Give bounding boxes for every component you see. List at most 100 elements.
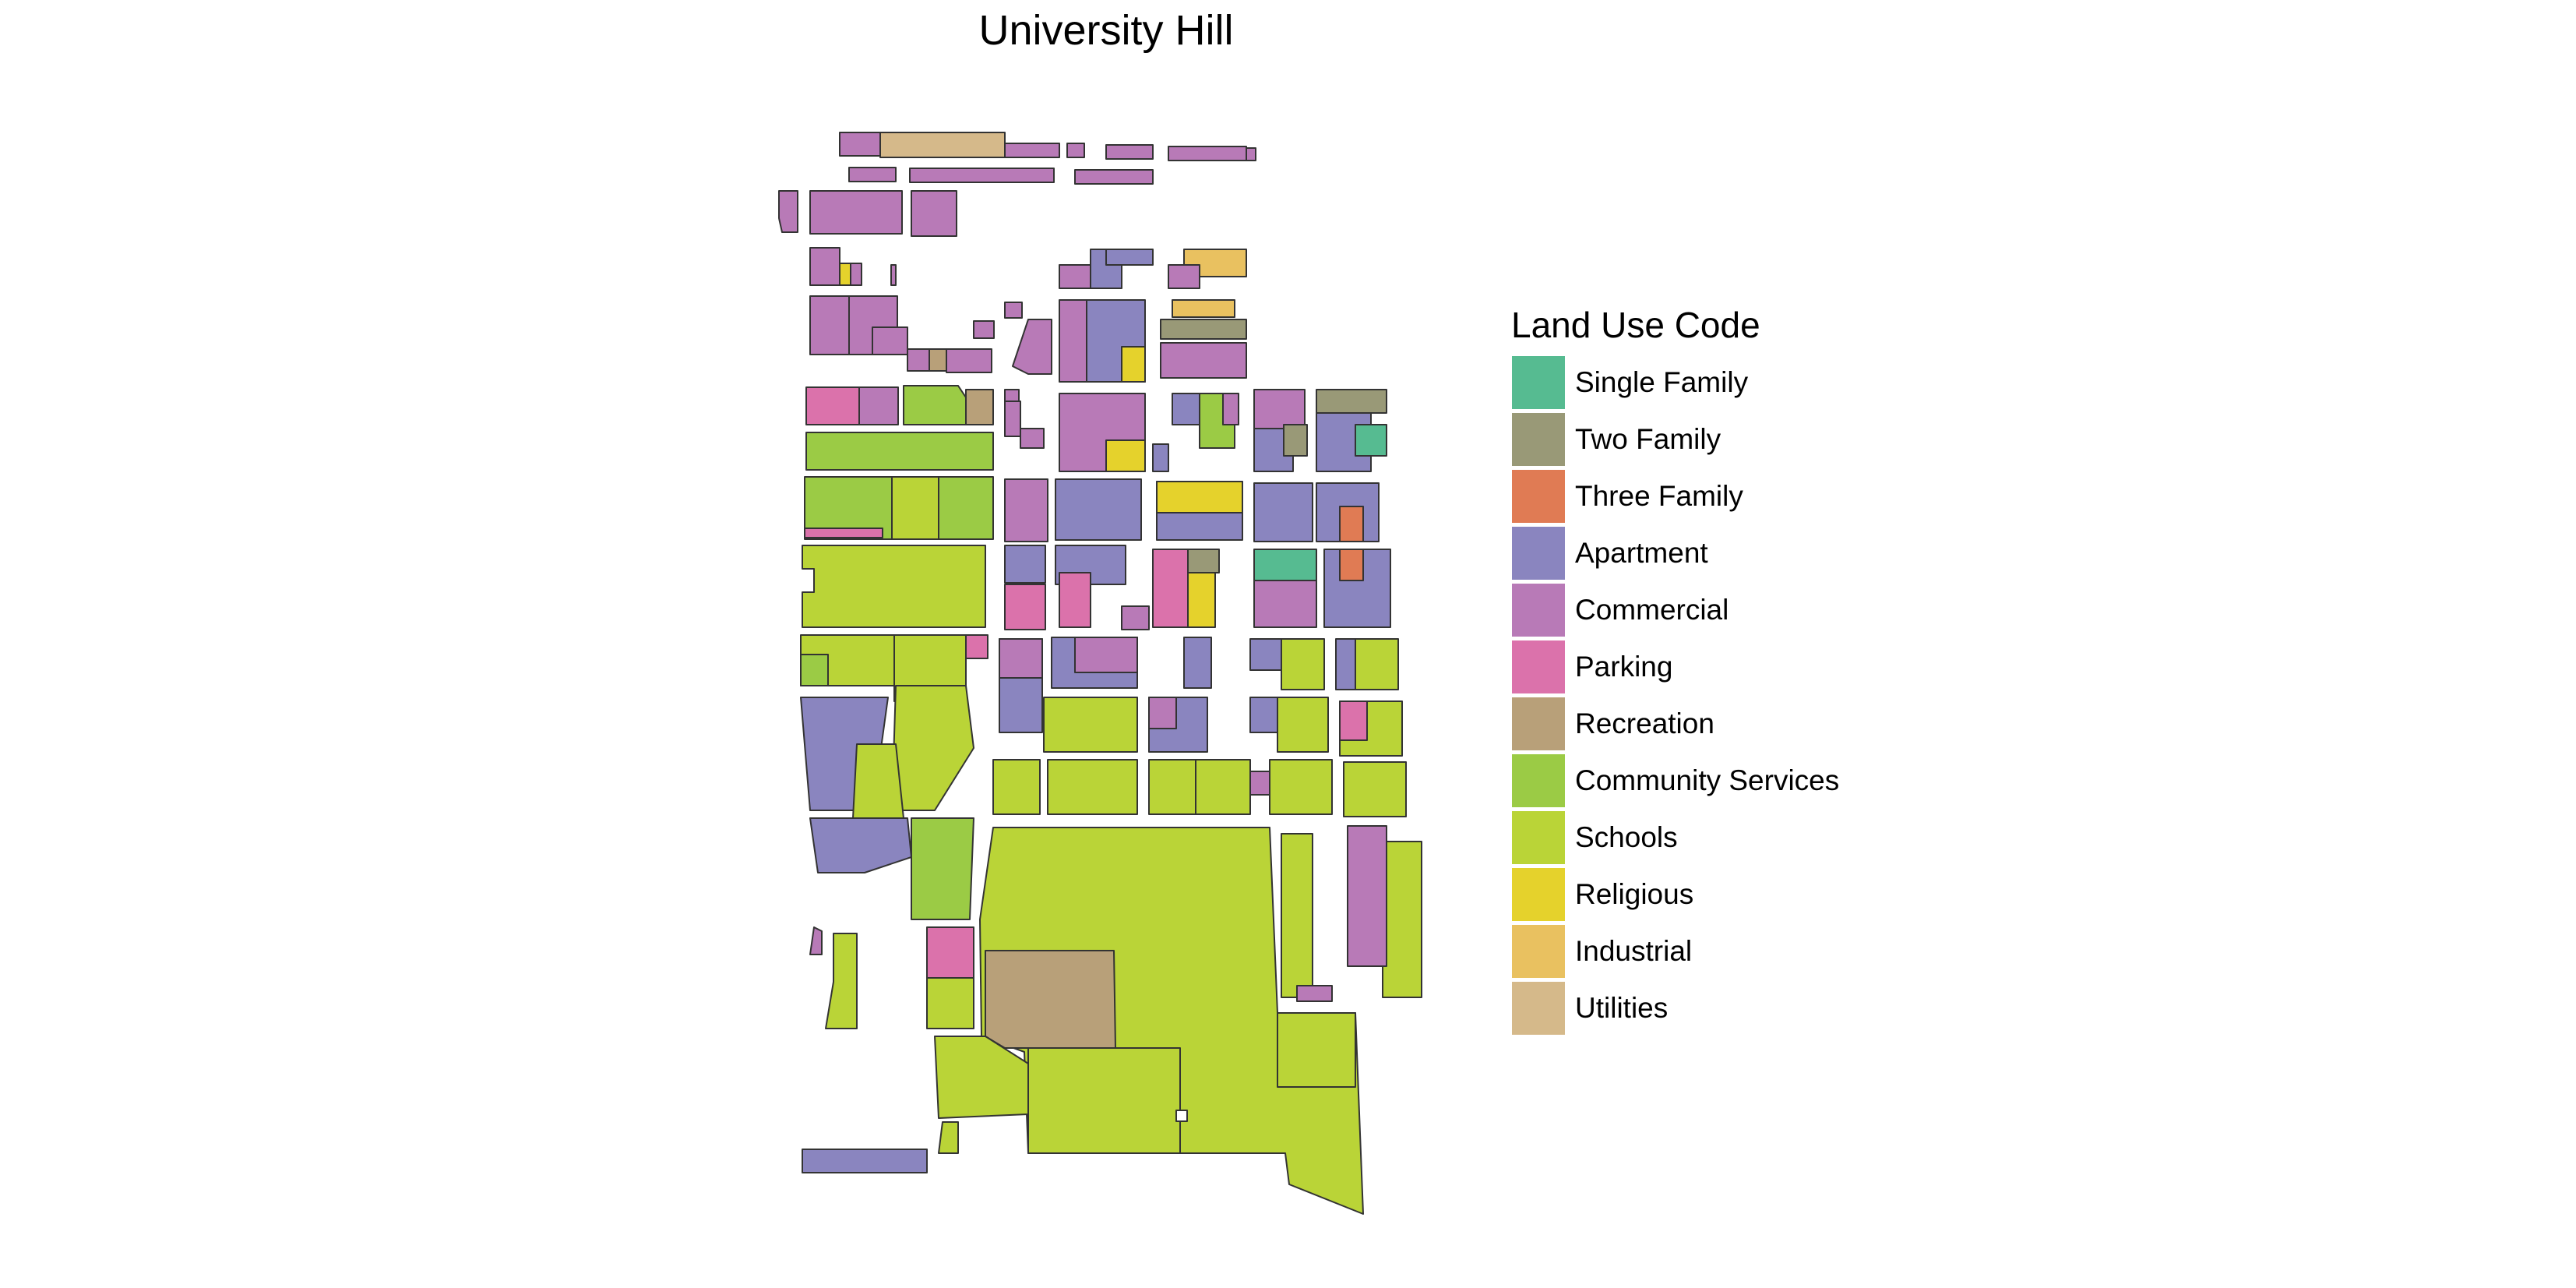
- parcel-schools: [1277, 1012, 1356, 1088]
- parcel-schools: [852, 743, 904, 819]
- parcel-schools: [1195, 759, 1251, 815]
- parcel-apartment: [802, 1149, 928, 1173]
- legend-label-utilities: Utilities: [1575, 991, 1669, 1024]
- legend-item-parking: Parking: [1511, 638, 1839, 695]
- parcel-single-family: [1175, 1110, 1188, 1122]
- legend: Land Use Code Single Family Two Family Thr…: [1511, 304, 1839, 1036]
- parcel-parking: [1339, 700, 1368, 741]
- parcel-schools: [1047, 759, 1138, 815]
- legend-items: Single Family Two Family Three Family Apart…: [1511, 354, 1839, 1036]
- parcel-commercial: [1168, 264, 1200, 289]
- parcel-commercial: [872, 326, 908, 355]
- parcel-commercial: [1222, 393, 1239, 425]
- parcel-commercial: [1012, 319, 1052, 375]
- parcel-commercial: [1066, 143, 1085, 158]
- parcel-commercial: [1020, 428, 1045, 449]
- parcel-commercial: [809, 295, 850, 355]
- parcel-apartment: [1249, 697, 1278, 733]
- legend-swatch-apartment: [1511, 525, 1566, 580]
- parcel-two-family: [1187, 549, 1220, 573]
- parcel-parking: [805, 386, 860, 425]
- parcel-commercial: [1296, 985, 1333, 1002]
- legend-item-religious: Religious: [1511, 866, 1839, 923]
- parcel-parking: [1059, 572, 1091, 628]
- legend-label-single-family: Single Family: [1575, 365, 1749, 398]
- parcel-parking: [804, 528, 883, 538]
- legend-title: Land Use Code: [1511, 305, 1760, 345]
- parcel-community-services: [805, 432, 994, 471]
- parcel-religious: [839, 263, 851, 286]
- parcel-schools: [1281, 638, 1325, 690]
- parcel-community-services: [938, 476, 994, 540]
- parcel-commercial: [850, 263, 862, 286]
- parcel-schools: [825, 933, 858, 1029]
- parcel-commercial: [1059, 264, 1091, 289]
- parcel-commercial: [858, 386, 899, 425]
- parcel-parking: [926, 926, 974, 979]
- parcel-commercial: [848, 167, 897, 182]
- legend-swatch-community-services: [1511, 753, 1566, 808]
- parcel-two-family: [1283, 424, 1308, 457]
- parcel-schools: [992, 759, 1041, 815]
- parcel-apartment: [809, 817, 912, 873]
- legend-item-community-services: Community Services: [1511, 752, 1839, 809]
- legend-label-community-services: Community Services: [1575, 764, 1840, 796]
- parcel-schools: [802, 545, 986, 628]
- parcel-community-services: [800, 654, 829, 686]
- parcel-religious: [1105, 439, 1146, 472]
- parcel-commercial: [839, 132, 881, 157]
- legend-label-recreation: Recreation: [1575, 707, 1714, 739]
- map-title: University Hill: [978, 7, 1234, 54]
- parcel-religious: [1121, 346, 1146, 383]
- parcel-community-services: [903, 385, 967, 425]
- parcel-apartment: [1183, 637, 1212, 689]
- parcel-parking: [965, 634, 988, 659]
- parcel-commercial: [1160, 342, 1247, 379]
- parcel-schools: [1027, 1047, 1181, 1154]
- legend-swatch-utilities: [1511, 980, 1566, 1036]
- parcel-commercial: [1074, 637, 1138, 673]
- legend-swatch-three-family: [1511, 468, 1566, 524]
- parcel-commercial: [973, 320, 995, 339]
- parcel-three-family: [1339, 549, 1364, 581]
- parcel-commercial: [778, 190, 798, 233]
- parcel-commercial: [1168, 146, 1247, 161]
- parcel-commercial: [907, 348, 930, 372]
- parcel-commercial: [809, 190, 903, 235]
- legend-swatch-parking: [1511, 639, 1566, 694]
- parcel-religious: [1156, 481, 1243, 513]
- parcel-apartment: [1105, 249, 1154, 266]
- legend-swatch-single-family: [1511, 355, 1566, 410]
- legend-label-three-family: Three Family: [1575, 479, 1743, 512]
- parcel-commercial: [1347, 825, 1387, 967]
- parcel-parking: [1152, 549, 1189, 628]
- parcel-schools: [938, 1121, 959, 1154]
- parcel-community-services: [911, 817, 974, 920]
- legend-label-religious: Religious: [1575, 877, 1694, 910]
- parcel-commercial: [1105, 144, 1154, 160]
- parcel-schools: [1355, 638, 1399, 690]
- parcel-commercial: [1253, 389, 1306, 429]
- parcel-apartment: [1253, 482, 1313, 542]
- parcel-commercial: [890, 264, 897, 286]
- legend-item-single-family: Single Family: [1511, 354, 1839, 411]
- parcel-commercial: [1148, 697, 1177, 729]
- legend-label-apartment: Apartment: [1575, 536, 1708, 569]
- parcel-commercial: [911, 190, 957, 237]
- legend-item-industrial: Industrial: [1511, 923, 1839, 979]
- parcel-two-family: [1160, 319, 1247, 340]
- parcel-recreation: [985, 950, 1116, 1049]
- parcel-industrial: [1172, 299, 1235, 318]
- parcel-commercial: [1249, 771, 1270, 796]
- parcel-schools: [1277, 697, 1329, 753]
- legend-item-commercial: Commercial: [1511, 581, 1839, 638]
- parcel-schools: [1043, 697, 1138, 753]
- parcel-apartment: [1055, 478, 1142, 541]
- parcel-schools: [891, 685, 974, 811]
- parcel-religious: [1187, 572, 1216, 628]
- parcel-schools: [926, 977, 974, 1029]
- parcel-two-family: [1316, 389, 1387, 414]
- parcel-recreation: [929, 348, 947, 372]
- parcel-commercial: [999, 638, 1043, 679]
- parcel-three-family: [1339, 506, 1364, 542]
